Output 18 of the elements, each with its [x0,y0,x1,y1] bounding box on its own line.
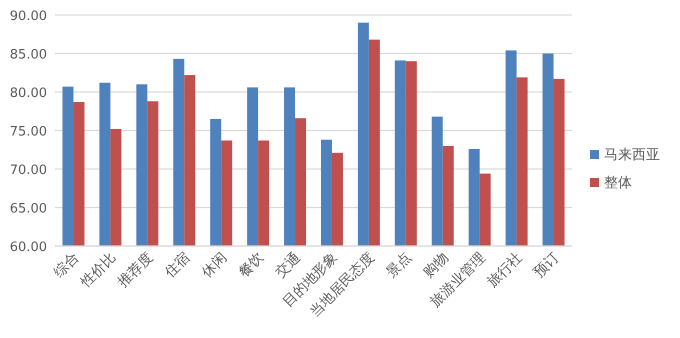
y-tick-label: 65.00 [10,202,47,216]
y-tick-label: 60.00 [10,240,47,255]
y-tick-label: 85.00 [10,48,47,62]
legend-label: 整体 [604,175,632,191]
x-tick-label: 预订 [531,250,562,281]
legend-label: 马来西亚 [604,147,660,163]
x-tick-label: 推荐度 [115,250,156,291]
x-tick-label: 交通 [272,250,304,281]
y-tick-label: 80.00 [10,86,47,101]
x-tick-label: 旅行社 [484,250,526,291]
y-tick-label: 90.00 [10,9,47,24]
x-tick-label: 购物 [420,250,452,281]
y-tick-label: 70.00 [10,163,47,178]
x-tick-label: 景点 [384,250,415,281]
x-tick-label: 休闲 [198,250,230,281]
x-tick-label: 餐饮 [236,250,267,281]
y-tick-label: 75.00 [10,124,47,140]
x-tick-label: 住宿 [161,250,194,282]
